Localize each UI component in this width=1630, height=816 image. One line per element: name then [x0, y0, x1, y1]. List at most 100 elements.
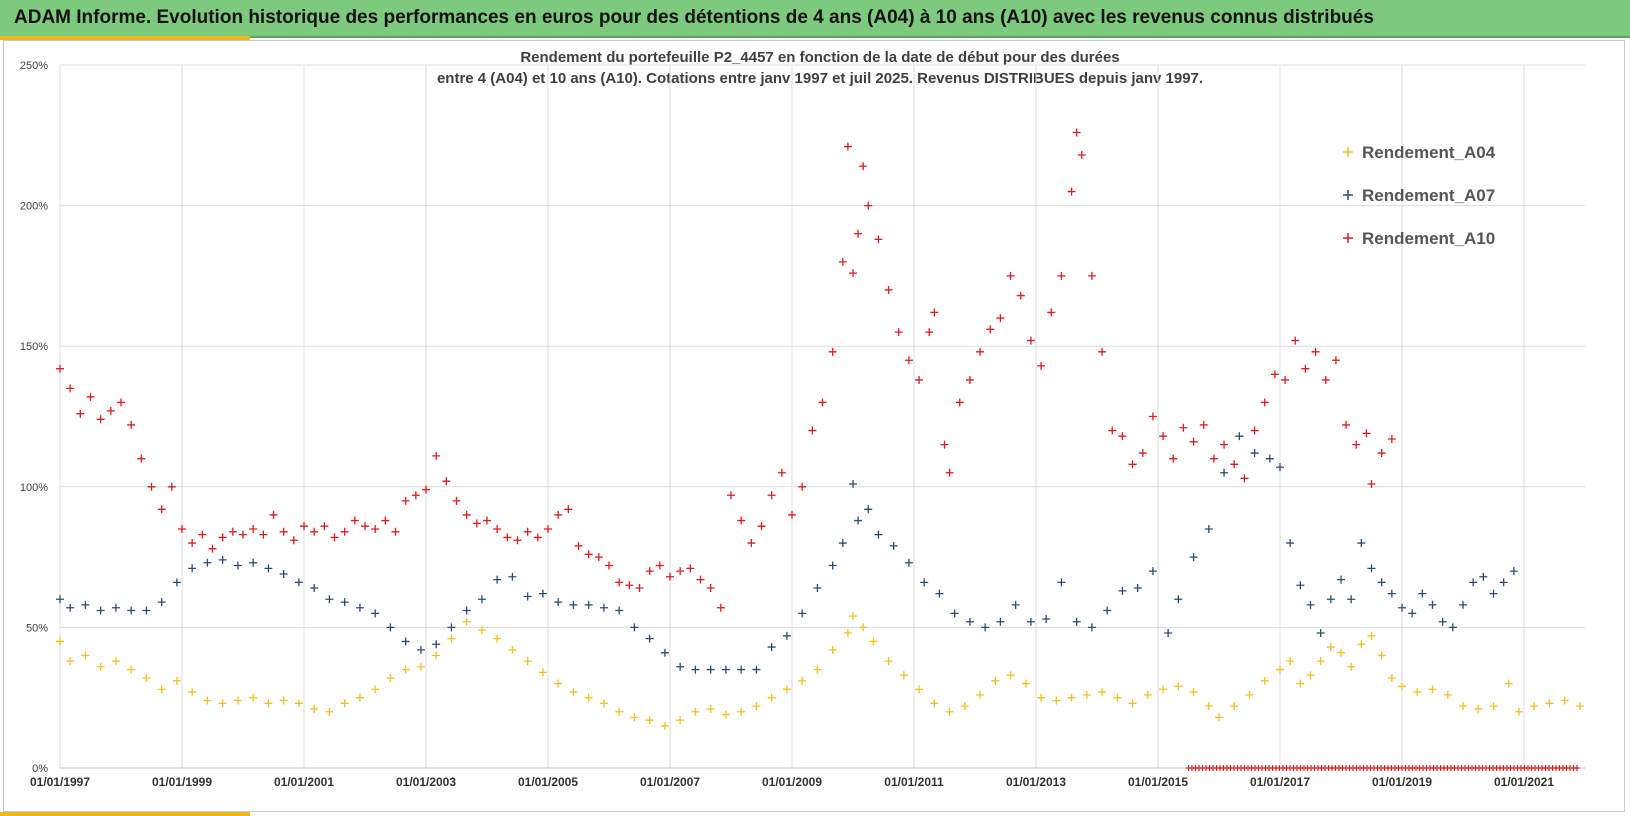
data-point	[218, 533, 227, 542]
data-point	[798, 609, 807, 618]
data-point	[371, 524, 380, 533]
data-point	[859, 162, 868, 171]
data-point	[310, 527, 319, 536]
y-axis-ticks: 0% 50% 100% 150% 200% 250%	[20, 60, 48, 775]
data-point	[1204, 524, 1213, 533]
data-point	[1260, 398, 1269, 407]
legend-label: Rendement_A07	[1362, 186, 1495, 205]
data-point	[513, 536, 522, 545]
data-point	[554, 510, 563, 519]
data-point	[1108, 426, 1117, 435]
data-point	[416, 645, 425, 654]
data-point	[1052, 696, 1061, 705]
data-point	[167, 482, 176, 491]
data-point	[218, 699, 227, 708]
data-point	[605, 561, 613, 570]
data-point	[635, 584, 644, 593]
data-point	[157, 505, 166, 514]
data-point	[289, 536, 298, 545]
data-point	[442, 477, 451, 486]
data-point	[355, 693, 364, 702]
data-point	[915, 375, 924, 384]
data-point	[1387, 589, 1396, 598]
data-point	[86, 392, 95, 401]
data-point	[594, 553, 603, 562]
data-point	[401, 496, 410, 505]
data-point	[1367, 479, 1376, 488]
data-point	[1199, 420, 1208, 429]
data-point	[325, 595, 334, 604]
data-point	[1337, 648, 1345, 657]
data-point	[828, 645, 837, 654]
data-point	[986, 325, 995, 334]
data-point	[1220, 440, 1229, 449]
data-point	[737, 707, 746, 716]
data-point	[1204, 702, 1213, 711]
data-point	[432, 651, 441, 660]
data-point	[691, 707, 700, 716]
data-point	[544, 524, 552, 533]
data-point	[111, 603, 120, 612]
data-point	[1260, 676, 1269, 685]
data-point	[508, 572, 517, 581]
data-point	[615, 707, 624, 716]
data-point	[127, 665, 136, 674]
data-point	[422, 485, 430, 494]
data-point	[1474, 704, 1483, 713]
data-point	[264, 564, 273, 573]
data-point	[1174, 595, 1183, 604]
data-point	[1169, 454, 1178, 463]
data-point	[645, 567, 654, 576]
data-point	[838, 539, 847, 548]
data-point	[569, 688, 578, 697]
data-point	[1235, 432, 1244, 441]
data-point	[1072, 128, 1081, 137]
data-point	[188, 564, 197, 573]
data-point	[1367, 631, 1376, 640]
x-tick-label: 01/01/2015	[1128, 775, 1188, 789]
data-point	[172, 578, 181, 587]
data-point	[66, 657, 75, 666]
data-point	[172, 676, 181, 685]
data-point	[203, 696, 212, 705]
legend-label: Rendement_A10	[1362, 229, 1495, 248]
data-point	[1021, 679, 1030, 688]
data-point	[976, 690, 985, 699]
legend-marker	[1343, 147, 1353, 157]
data-point	[1113, 693, 1122, 702]
data-point	[508, 645, 517, 654]
data-point	[996, 617, 1005, 626]
data-point	[1133, 584, 1142, 593]
data-point	[849, 612, 857, 621]
data-point	[1148, 412, 1157, 421]
data-point	[1347, 595, 1356, 604]
x-tick-label: 01/01/2021	[1494, 775, 1554, 789]
data-point	[56, 595, 64, 604]
y-tick-label: 50%	[26, 622, 48, 634]
data-point	[1011, 600, 1020, 609]
data-point	[889, 541, 898, 550]
data-point	[1189, 553, 1198, 562]
data-point	[264, 699, 273, 708]
data-point	[447, 634, 456, 643]
data-point	[965, 375, 974, 384]
data-point	[386, 674, 395, 683]
data-point	[676, 716, 685, 725]
data-point	[1326, 643, 1335, 652]
data-point	[1138, 449, 1147, 458]
data-point	[1128, 460, 1137, 469]
data-point	[1057, 271, 1066, 280]
data-point	[1413, 688, 1422, 697]
data-point	[874, 235, 883, 244]
data-point	[538, 589, 547, 598]
data-point	[930, 699, 939, 708]
data-point	[477, 626, 486, 635]
data-points	[56, 128, 1584, 771]
data-point	[696, 575, 705, 584]
x-tick-label: 01/01/2011	[884, 775, 944, 789]
data-point	[915, 685, 924, 694]
x-tick-label: 01/01/2017	[1250, 775, 1310, 789]
data-point	[1037, 693, 1046, 702]
data-point	[1087, 623, 1096, 632]
data-point	[279, 696, 288, 705]
